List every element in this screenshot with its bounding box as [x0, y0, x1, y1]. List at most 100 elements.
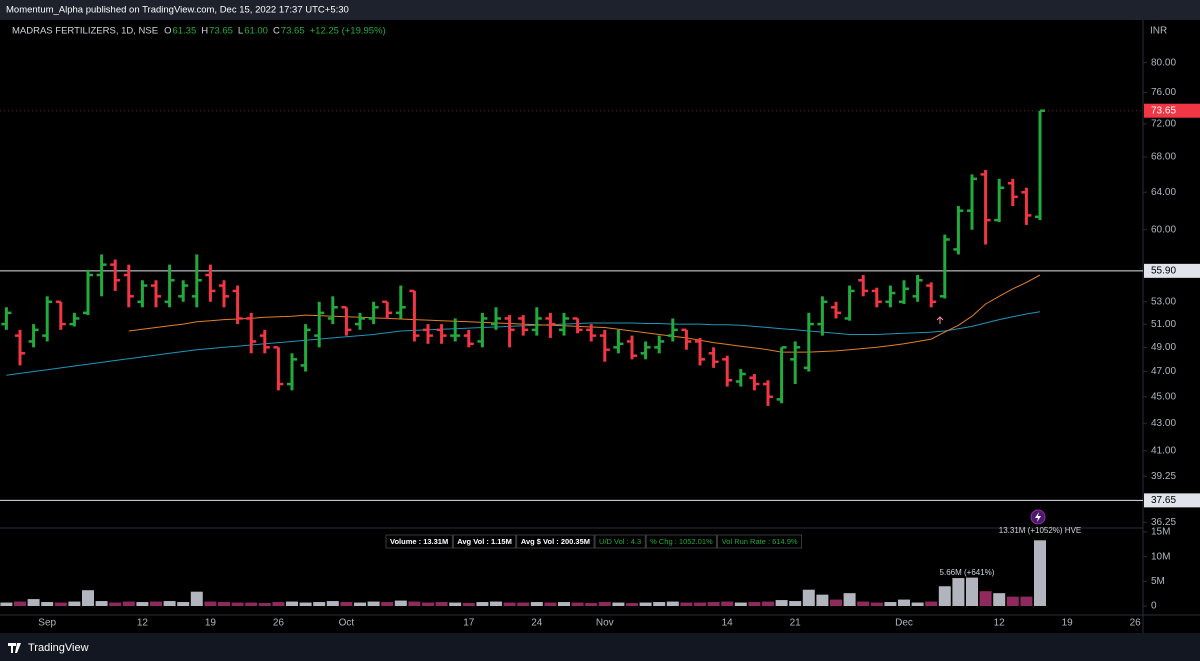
- x-tick-label: 24: [531, 618, 543, 629]
- volume-bar: [218, 602, 230, 606]
- footer-bar: [0, 633, 1200, 661]
- y-tick-label: 51.00: [1151, 319, 1176, 330]
- volume-bar: [721, 601, 734, 606]
- volume-bar: [150, 601, 162, 606]
- hve-bolt: [1035, 512, 1041, 522]
- volume-bar: [666, 601, 679, 606]
- brand-logo: [8, 643, 21, 653]
- volume-bar: [639, 602, 652, 606]
- x-tick-label: Nov: [596, 618, 614, 629]
- volume-bar: [109, 602, 122, 606]
- volume-bar: [952, 578, 965, 606]
- volume-bar: [408, 601, 421, 606]
- x-tick-label: Sep: [38, 618, 56, 629]
- stats-box: [452, 534, 517, 549]
- stats-item: U/D Vol : 4.3: [599, 537, 641, 546]
- readout-item: H: [201, 26, 208, 37]
- volume-bar: [707, 602, 720, 606]
- volume-bar: [843, 593, 856, 606]
- volume-bar: [775, 600, 788, 606]
- y-tick-label: 68.00: [1151, 152, 1176, 163]
- volume-bar: [381, 602, 394, 606]
- stats-box: [645, 534, 717, 549]
- volume-bar: [54, 602, 67, 606]
- last-price-box: [1144, 103, 1200, 118]
- x-tick-label: 14: [722, 618, 734, 629]
- x-tick-label: 17: [463, 618, 475, 629]
- readout-item: +12.25 (+19.95%): [310, 26, 386, 37]
- volume-bar: [653, 602, 666, 606]
- volume-bar: [245, 602, 258, 606]
- hline-label-box: [1144, 263, 1200, 278]
- header-bar: [0, 0, 1200, 20]
- volume-bar: [41, 602, 54, 606]
- stats-box: [385, 534, 453, 549]
- readout-item: C: [273, 26, 280, 37]
- volume-bar: [762, 601, 774, 606]
- volume-bar: [884, 602, 897, 606]
- y-tick-label: 76.00: [1151, 87, 1176, 98]
- x-tick-label: 26: [273, 618, 285, 629]
- volume-bar: [27, 599, 40, 606]
- y-tick-label: 49.00: [1151, 342, 1176, 353]
- volume-bar: [966, 577, 978, 606]
- volume-bar: [1020, 596, 1033, 606]
- volume-bar: [177, 602, 190, 606]
- volume-bar: [993, 593, 1006, 606]
- volume-bar: [612, 602, 625, 606]
- readout-item: O: [164, 26, 171, 37]
- y-tick-label: 53.00: [1151, 296, 1176, 307]
- footer-brand: TradingView: [28, 642, 89, 654]
- stats-item: Volume : 13.31M: [390, 537, 448, 546]
- x-tick-label: 26: [1130, 618, 1142, 629]
- volume-bar: [802, 589, 815, 606]
- readout-item: L: [238, 26, 243, 37]
- volume-annotation: 13.31M (+1052%) HVE: [999, 526, 1082, 535]
- volume-bar: [286, 601, 298, 606]
- volume-bar: [272, 602, 285, 606]
- volume-bar: [95, 601, 108, 606]
- x-tick-label: 21: [790, 618, 802, 629]
- hline-label: 55.90: [1151, 265, 1176, 276]
- volume-bar: [326, 601, 339, 606]
- volume-bar: [422, 602, 434, 606]
- volume-bar: [258, 603, 271, 606]
- volume-bar: [0, 602, 13, 606]
- volume-bar: [598, 602, 611, 606]
- volume-bar: [870, 602, 883, 606]
- currency-label: INR: [1150, 26, 1167, 37]
- x-tick-label: Oct: [339, 618, 355, 629]
- volume-bar: [136, 602, 149, 606]
- x-tick-label: Dec: [895, 618, 913, 629]
- volume-bar: [680, 602, 693, 606]
- stats-bar: Volume : 13.31M Avg Vol : 1.15M Avg $ Vol …: [385, 534, 802, 549]
- volume-bar: [816, 594, 829, 606]
- volume-bar: [789, 601, 802, 606]
- y-tick-label: 60.00: [1151, 224, 1176, 235]
- volume-bar: [571, 602, 584, 606]
- volume-bar: [313, 602, 326, 606]
- volume-bar: [530, 602, 543, 606]
- volume-bar: [734, 602, 747, 606]
- volume-bar: [435, 602, 448, 606]
- volume-bar: [1006, 596, 1019, 606]
- stats-item: Vol Run Rate : 614.9%: [722, 537, 798, 546]
- y-tick-label: 39.25: [1151, 471, 1176, 482]
- y-tick-label: 36.25: [1151, 517, 1176, 528]
- volume-bar: [68, 601, 81, 606]
- readout-item: 73.65: [281, 26, 305, 37]
- symbol-title: MADRAS FERTILIZERS, 1D, NSE: [12, 26, 158, 37]
- volume-bar: [925, 601, 938, 606]
- y-tick-label: 45.00: [1151, 391, 1176, 402]
- volume-bar: [938, 586, 951, 606]
- moving-average: [128, 274, 1041, 353]
- stats-item: % Chg : 1052.01%: [650, 537, 713, 546]
- volume-bar: [830, 599, 842, 606]
- volume-bar: [204, 601, 217, 606]
- x-tick-label: 19: [1062, 618, 1074, 629]
- volume-bar: [476, 602, 489, 606]
- readout-item: 61.35: [172, 26, 196, 37]
- last-price-label: 73.65: [1151, 105, 1176, 116]
- volume-tick-label: 0: [1151, 601, 1157, 612]
